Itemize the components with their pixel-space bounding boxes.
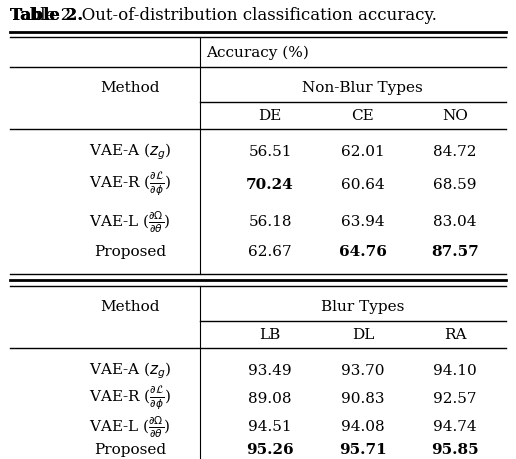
Text: DE: DE: [259, 109, 282, 123]
Text: 89.08: 89.08: [248, 391, 292, 405]
Text: LB: LB: [260, 327, 281, 341]
Text: Blur Types: Blur Types: [321, 299, 404, 313]
Text: 95.85: 95.85: [431, 442, 479, 456]
Text: DL: DL: [352, 327, 374, 341]
Text: Non-Blur Types: Non-Blur Types: [302, 81, 423, 95]
Text: 95.26: 95.26: [246, 442, 294, 456]
Text: CE: CE: [351, 109, 375, 123]
Text: 62.67: 62.67: [248, 245, 292, 258]
Text: 70.24: 70.24: [246, 178, 294, 191]
Text: VAE-R ($\frac{\partial \mathcal{L}}{\partial \phi}$): VAE-R ($\frac{\partial \mathcal{L}}{\par…: [89, 171, 171, 199]
Text: RA: RA: [444, 327, 466, 341]
Text: 92.57: 92.57: [433, 391, 477, 405]
Text: NO: NO: [442, 109, 468, 123]
Text: VAE-L ($\frac{\partial \Omega}{\partial \theta}$): VAE-L ($\frac{\partial \Omega}{\partial …: [89, 413, 171, 439]
Text: Proposed: Proposed: [94, 245, 166, 258]
Text: 60.64: 60.64: [341, 178, 385, 191]
Text: 63.94: 63.94: [341, 214, 385, 229]
Text: 56.18: 56.18: [248, 214, 292, 229]
Text: 87.57: 87.57: [431, 245, 479, 258]
Text: 95.71: 95.71: [339, 442, 387, 456]
Text: Table 2. Out-of-distribution classification accuracy.: Table 2. Out-of-distribution classificat…: [10, 7, 437, 24]
Text: Method: Method: [100, 81, 160, 95]
Text: 68.59: 68.59: [433, 178, 477, 191]
Text: 56.51: 56.51: [248, 145, 292, 159]
Text: 94.10: 94.10: [433, 363, 477, 377]
Text: 94.08: 94.08: [341, 419, 385, 433]
Text: 94.51: 94.51: [248, 419, 292, 433]
Text: Table 2.: Table 2.: [10, 7, 83, 24]
Text: 90.83: 90.83: [341, 391, 385, 405]
Text: Table 2. Out-of-distribution classification accuracy.: Table 2. Out-of-distribution classificat…: [10, 7, 437, 24]
Text: Accuracy (%): Accuracy (%): [206, 46, 310, 60]
Text: 62.01: 62.01: [341, 145, 385, 159]
Text: VAE-L ($\frac{\partial \Omega}{\partial \theta}$): VAE-L ($\frac{\partial \Omega}{\partial …: [89, 209, 171, 234]
Text: VAE-R ($\frac{\partial \mathcal{L}}{\partial \phi}$): VAE-R ($\frac{\partial \mathcal{L}}{\par…: [89, 384, 171, 412]
Text: Proposed: Proposed: [94, 442, 166, 456]
Text: VAE-A ($z_g$): VAE-A ($z_g$): [89, 360, 171, 381]
Text: 64.76: 64.76: [339, 245, 387, 258]
Text: VAE-A ($z_g$): VAE-A ($z_g$): [89, 141, 171, 162]
Text: 84.72: 84.72: [433, 145, 477, 159]
Text: 93.70: 93.70: [341, 363, 385, 377]
Text: 83.04: 83.04: [433, 214, 477, 229]
Text: 93.49: 93.49: [248, 363, 292, 377]
Text: 94.74: 94.74: [433, 419, 477, 433]
Text: Method: Method: [100, 299, 160, 313]
Text: Table 2.: Table 2.: [10, 7, 83, 24]
